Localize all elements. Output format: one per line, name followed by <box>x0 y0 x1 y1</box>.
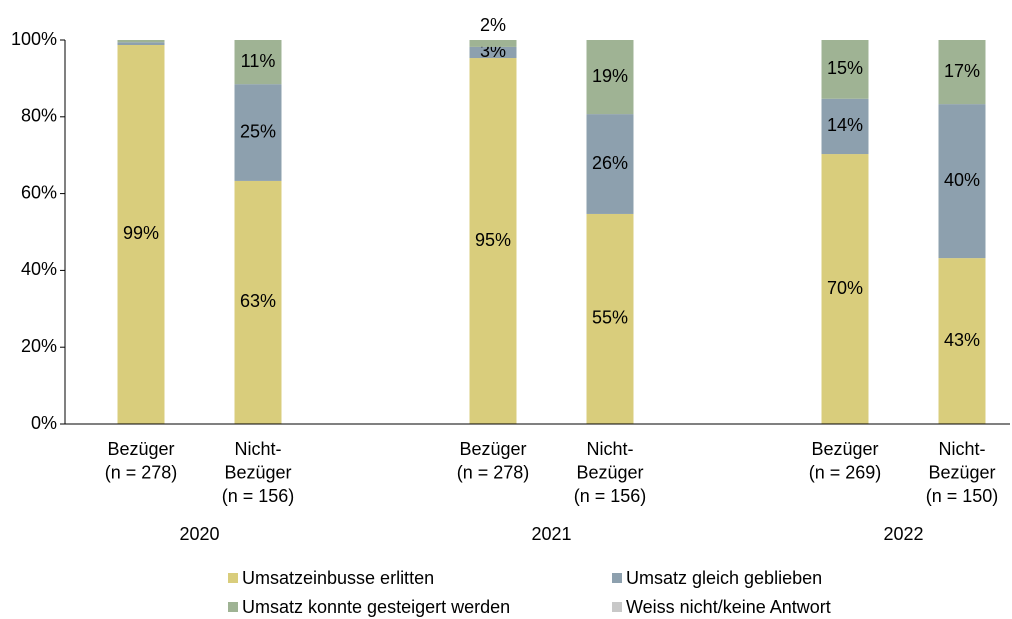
data-label: 2% <box>480 15 506 35</box>
legend-swatch <box>612 573 622 583</box>
group-label: 2020 <box>179 524 219 544</box>
bar-segment <box>234 84 282 181</box>
bar-segment <box>117 40 165 43</box>
data-label: 63% <box>240 291 276 311</box>
legend-swatch <box>228 602 238 612</box>
data-label: 55% <box>592 308 628 328</box>
x-tick-label: Bezüger <box>928 462 995 482</box>
data-label: 19% <box>592 66 628 86</box>
y-tick-label: 100% <box>11 29 57 49</box>
x-tick-label: Nicht- <box>938 439 985 459</box>
bar-segment <box>586 40 634 115</box>
bar-segment <box>821 154 869 424</box>
bar-segment <box>938 104 986 259</box>
legend-label: Weiss nicht/keine Antwort <box>626 597 831 617</box>
data-label: 43% <box>944 330 980 350</box>
bar-segment <box>117 44 165 424</box>
bar-segment <box>938 40 986 105</box>
x-tick-label: Nicht- <box>234 439 281 459</box>
bar-segment <box>469 58 517 424</box>
x-tick-label: (n = 150) <box>926 486 999 506</box>
bar-segment <box>821 98 869 155</box>
data-label: 95% <box>475 230 511 250</box>
group-label: 2021 <box>531 524 571 544</box>
data-label: 25% <box>240 121 276 141</box>
y-tick-label: 0% <box>31 413 57 433</box>
x-tick-label: (n = 156) <box>222 486 295 506</box>
data-label: 17% <box>944 61 980 81</box>
bar-segment <box>469 40 517 47</box>
legend-label: Umsatz gleich geblieben <box>626 568 822 588</box>
data-label: 14% <box>827 115 863 135</box>
bar-segment <box>117 42 165 45</box>
y-tick-label: 40% <box>21 259 57 279</box>
x-tick-label: Bezüger <box>576 462 643 482</box>
x-tick-label: Bezüger <box>811 439 878 459</box>
x-tick-label: (n = 278) <box>105 462 178 482</box>
legend-label: Umsatz konnte gesteigert werden <box>242 597 510 617</box>
group-label: 2022 <box>883 524 923 544</box>
x-tick-label: (n = 156) <box>574 486 647 506</box>
x-tick-label: Bezüger <box>224 462 291 482</box>
bar-segment <box>586 114 634 214</box>
bar-segment <box>821 40 869 99</box>
x-tick-label: Bezüger <box>459 439 526 459</box>
data-label: 11% <box>241 51 276 71</box>
legend-label: Umsatzeinbusse erlitten <box>242 568 434 588</box>
data-label: 40% <box>944 170 980 190</box>
bar-segment <box>234 180 282 424</box>
bar-segment <box>234 40 282 85</box>
legend-swatch <box>228 573 238 583</box>
x-tick-label: Nicht- <box>586 439 633 459</box>
bar-segment <box>469 46 517 59</box>
bar-segment <box>586 213 634 424</box>
data-label: 70% <box>827 278 863 298</box>
x-tick-label: (n = 269) <box>809 462 882 482</box>
x-tick-label: (n = 278) <box>457 462 530 482</box>
y-tick-label: 80% <box>21 106 57 126</box>
data-label: 15% <box>827 58 863 78</box>
legend-swatch <box>612 602 622 612</box>
y-tick-label: 20% <box>21 336 57 356</box>
data-label: 99% <box>123 223 159 243</box>
bar-segment <box>938 258 986 424</box>
y-tick-label: 60% <box>21 182 57 202</box>
x-tick-label: Bezüger <box>107 439 174 459</box>
data-label: 26% <box>592 153 628 173</box>
